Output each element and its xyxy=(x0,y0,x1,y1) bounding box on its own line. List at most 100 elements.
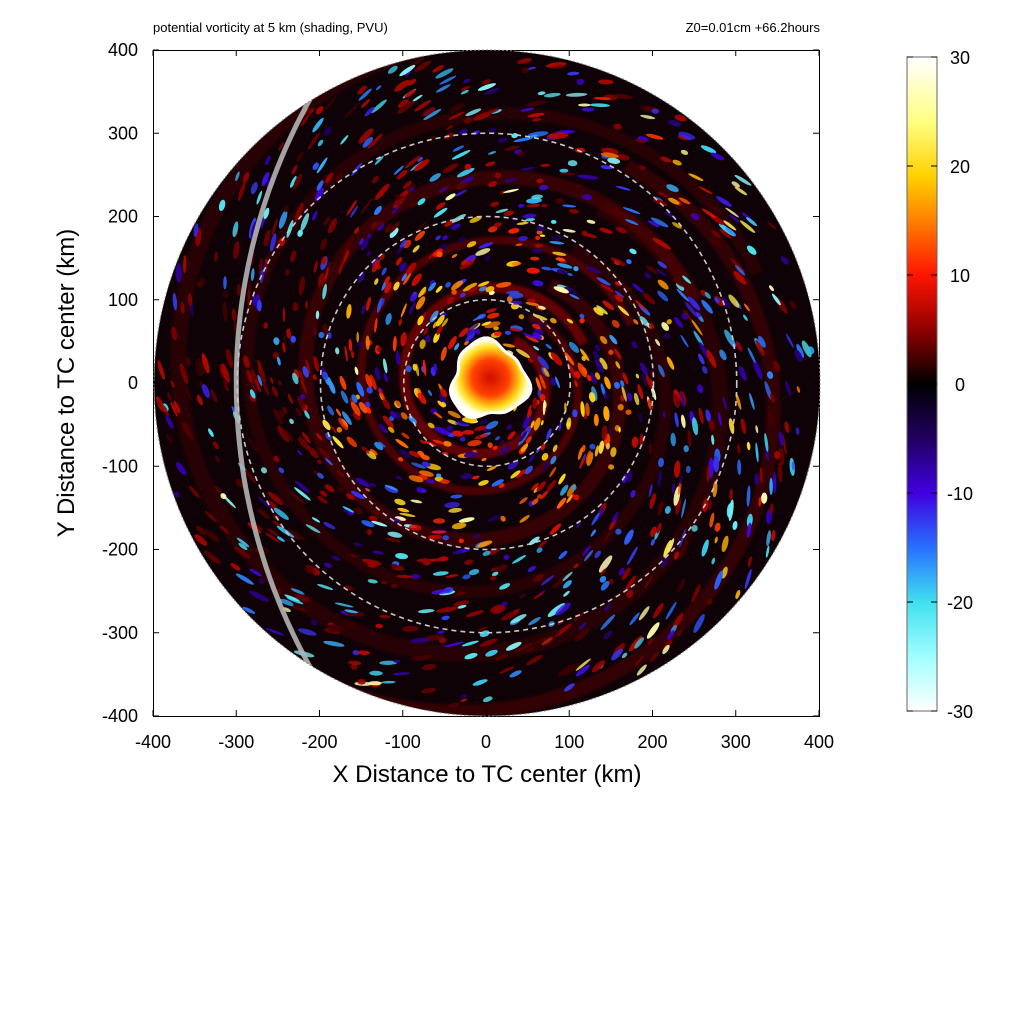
pv-anomaly xyxy=(506,424,512,430)
pv-anomaly xyxy=(714,536,718,544)
pv-anomaly xyxy=(594,550,601,559)
pv-anomaly xyxy=(504,177,517,183)
y-tick-label: -100 xyxy=(102,456,138,476)
pv-anomaly xyxy=(400,303,407,318)
pv-anomaly xyxy=(505,641,522,651)
pv-anomaly xyxy=(505,290,520,295)
pv-anomaly xyxy=(733,271,747,285)
x-tick-label: -400 xyxy=(135,732,171,752)
pv-anomaly xyxy=(671,222,682,229)
pv-anomaly xyxy=(591,660,606,673)
pv-anomaly xyxy=(677,630,682,637)
pv-anomaly xyxy=(666,319,672,325)
pv-anomaly xyxy=(458,236,466,243)
pv-anomaly xyxy=(336,486,346,494)
pv-anomaly xyxy=(711,238,722,248)
pv-anomaly xyxy=(567,71,580,76)
pv-anomaly xyxy=(633,392,640,406)
pv-anomaly xyxy=(616,226,627,234)
pv-anomaly xyxy=(250,268,255,282)
pv-anomaly xyxy=(356,341,363,348)
pv-anomaly xyxy=(638,412,643,423)
x-axis: -400 -300 -200 -100 0 100 200 300 400 xyxy=(135,50,834,752)
pv-anomaly xyxy=(486,108,499,114)
pv-anomaly xyxy=(734,186,748,196)
pv-anomaly xyxy=(365,488,371,492)
pv-anomaly xyxy=(585,402,590,417)
pv-anomaly xyxy=(698,407,704,424)
pv-anomaly xyxy=(193,223,199,237)
pv-anomaly xyxy=(794,349,803,362)
pv-anomaly xyxy=(657,290,669,302)
x-tick-label: 300 xyxy=(721,732,751,752)
pv-anomaly xyxy=(432,65,444,73)
pv-anomaly xyxy=(223,276,227,290)
pv-anomaly xyxy=(380,297,385,307)
pv-anomaly xyxy=(181,421,193,440)
pv-anomaly xyxy=(601,425,608,441)
pv-anomaly xyxy=(418,286,427,298)
pv-anomaly xyxy=(711,434,715,445)
pv-anomaly xyxy=(474,328,481,335)
pv-anomaly xyxy=(460,89,469,95)
pv-anomaly xyxy=(807,346,815,355)
pv-anomaly xyxy=(532,280,544,287)
pv-anomaly xyxy=(464,559,474,565)
pv-anomaly xyxy=(586,374,592,382)
pv-anomaly xyxy=(447,410,461,419)
pv-anomaly xyxy=(435,202,446,210)
pv-anomaly xyxy=(532,248,543,254)
pv-anomaly xyxy=(611,648,623,661)
pv-anomaly xyxy=(263,207,270,220)
pv-anomaly xyxy=(284,429,294,442)
pv-anomaly xyxy=(376,346,382,352)
pv-anomaly xyxy=(426,479,435,484)
pv-anomaly xyxy=(314,187,324,202)
pv-anomaly xyxy=(445,574,459,578)
pv-anomaly xyxy=(237,181,246,201)
pv-anomaly xyxy=(637,384,644,400)
pv-anomaly xyxy=(348,338,353,352)
pv-anomaly xyxy=(766,530,771,547)
pv-anomaly xyxy=(390,410,397,419)
pv-anomaly xyxy=(395,194,401,200)
pv-anomaly xyxy=(565,92,588,97)
pv-anomaly xyxy=(412,245,420,253)
pv-anomaly xyxy=(576,522,581,528)
pv-anomaly xyxy=(448,111,464,120)
pv-anomaly xyxy=(615,361,621,369)
pv-anomaly xyxy=(300,378,307,394)
pv-anomaly xyxy=(540,575,555,586)
pv-anomaly xyxy=(312,211,318,221)
pv-anomaly xyxy=(350,490,365,500)
pv-anomaly xyxy=(490,201,500,207)
pv-anomaly xyxy=(354,227,360,234)
pv-anomaly xyxy=(525,301,539,306)
pv-anomaly xyxy=(556,269,567,275)
pv-anomaly xyxy=(453,600,470,607)
pv-anomaly xyxy=(465,108,482,117)
pv-anomaly xyxy=(648,483,653,498)
pv-anomaly xyxy=(635,139,647,144)
y-axis: -400 -300 -200 -100 0 100 200 300 400 xyxy=(102,40,819,726)
pv-anomaly xyxy=(600,581,610,591)
pv-anomaly xyxy=(366,386,373,394)
pv-anomaly xyxy=(535,377,542,391)
pv-anomaly xyxy=(724,329,736,348)
pv-anomaly xyxy=(608,464,615,470)
pv-anomaly xyxy=(432,439,445,445)
pv-anomaly xyxy=(526,203,541,208)
pv-anomaly xyxy=(764,381,772,400)
pv-anomaly xyxy=(711,230,721,238)
pv-anomaly xyxy=(562,580,572,589)
pv-anomaly xyxy=(657,501,664,516)
pv-anomaly xyxy=(452,145,465,152)
pv-anomaly xyxy=(166,433,173,444)
pv-anomaly xyxy=(368,681,382,686)
pv-anomaly xyxy=(347,660,362,665)
pv-anomaly xyxy=(364,106,375,117)
pv-anomaly xyxy=(298,370,304,383)
pv-anomaly xyxy=(671,483,676,494)
pv-anomaly xyxy=(743,303,750,312)
pv-anomaly xyxy=(645,374,653,390)
